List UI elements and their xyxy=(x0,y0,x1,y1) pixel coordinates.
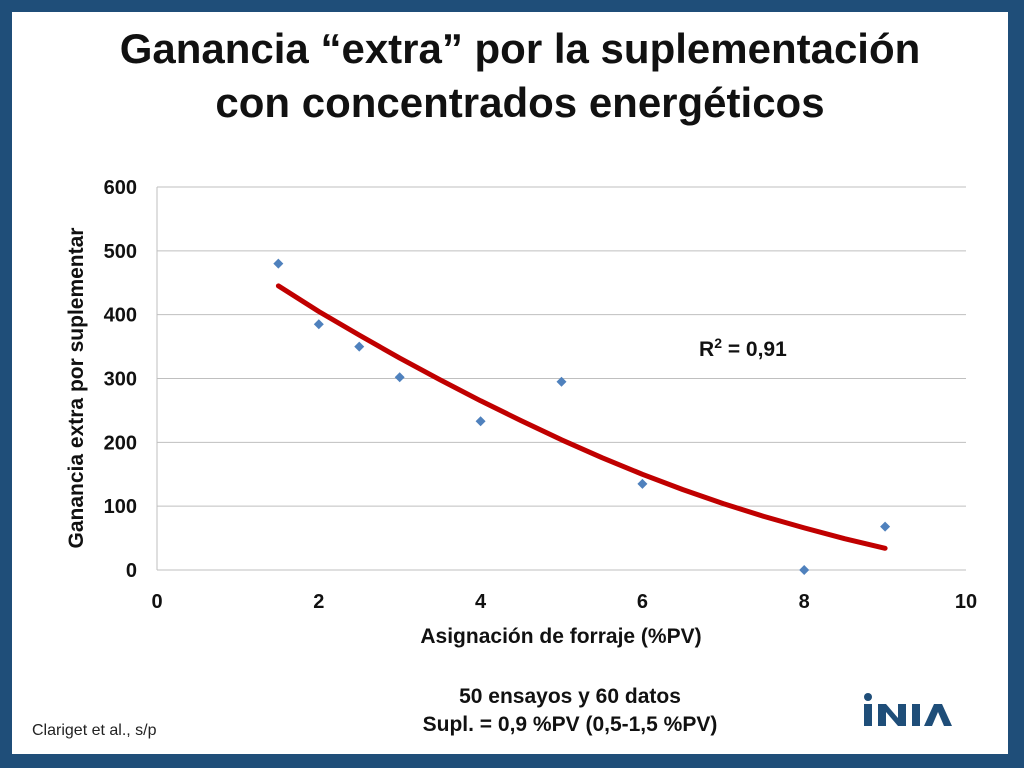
title-line-1: Ganancia “extra” por la suplementación xyxy=(119,25,921,72)
inia-logo xyxy=(864,693,952,726)
trendline-layer xyxy=(275,283,888,551)
y-tick-label: 400 xyxy=(104,305,137,327)
note-line-2: Supl. = 0,9 %PV (0,5-1,5 %PV) xyxy=(422,713,718,736)
data-point xyxy=(354,341,365,352)
y-tick-label: 100 xyxy=(104,496,137,518)
x-tick-label: 4 xyxy=(475,591,487,613)
trendline xyxy=(275,283,888,551)
data-point xyxy=(880,521,891,532)
data-point xyxy=(273,258,284,269)
data-point xyxy=(313,319,324,330)
x-tick-label: 10 xyxy=(955,591,977,613)
x-axis-label: Asignación de forraje (%PV) xyxy=(420,625,701,648)
source-citation: Clariget et al., s/p xyxy=(32,722,157,739)
data-point xyxy=(475,416,486,427)
data-point xyxy=(556,376,567,387)
r-squared-annotation: R2 = 0,91 xyxy=(699,335,787,361)
slide-title: Ganancia “extra” por la suplementación c… xyxy=(0,22,1024,130)
x-tick-label: 8 xyxy=(799,591,810,613)
x-tick-label: 2 xyxy=(313,591,324,613)
y-tick-label: 200 xyxy=(104,432,137,454)
x-tick-label: 0 xyxy=(151,591,162,613)
y-axis-label: Ganancia extra por suplementar xyxy=(65,228,88,549)
y-tick-label: 0 xyxy=(126,560,137,582)
x-tick-label: 6 xyxy=(637,591,648,613)
slide-background xyxy=(12,12,1008,754)
note-line-1: 50 ensayos y 60 datos xyxy=(459,685,681,708)
data-point xyxy=(394,372,405,383)
data-point xyxy=(637,478,648,489)
title-line-2: con concentrados energéticos xyxy=(215,79,825,126)
y-tick-label: 300 xyxy=(104,369,137,391)
data-points xyxy=(273,258,891,575)
y-tick-label: 600 xyxy=(104,177,137,199)
data-point xyxy=(799,565,810,575)
y-tick-label: 500 xyxy=(104,241,137,263)
tick-labels: 0 100 200 300 400 500 600 0 2 4 6 8 10 xyxy=(104,177,978,613)
